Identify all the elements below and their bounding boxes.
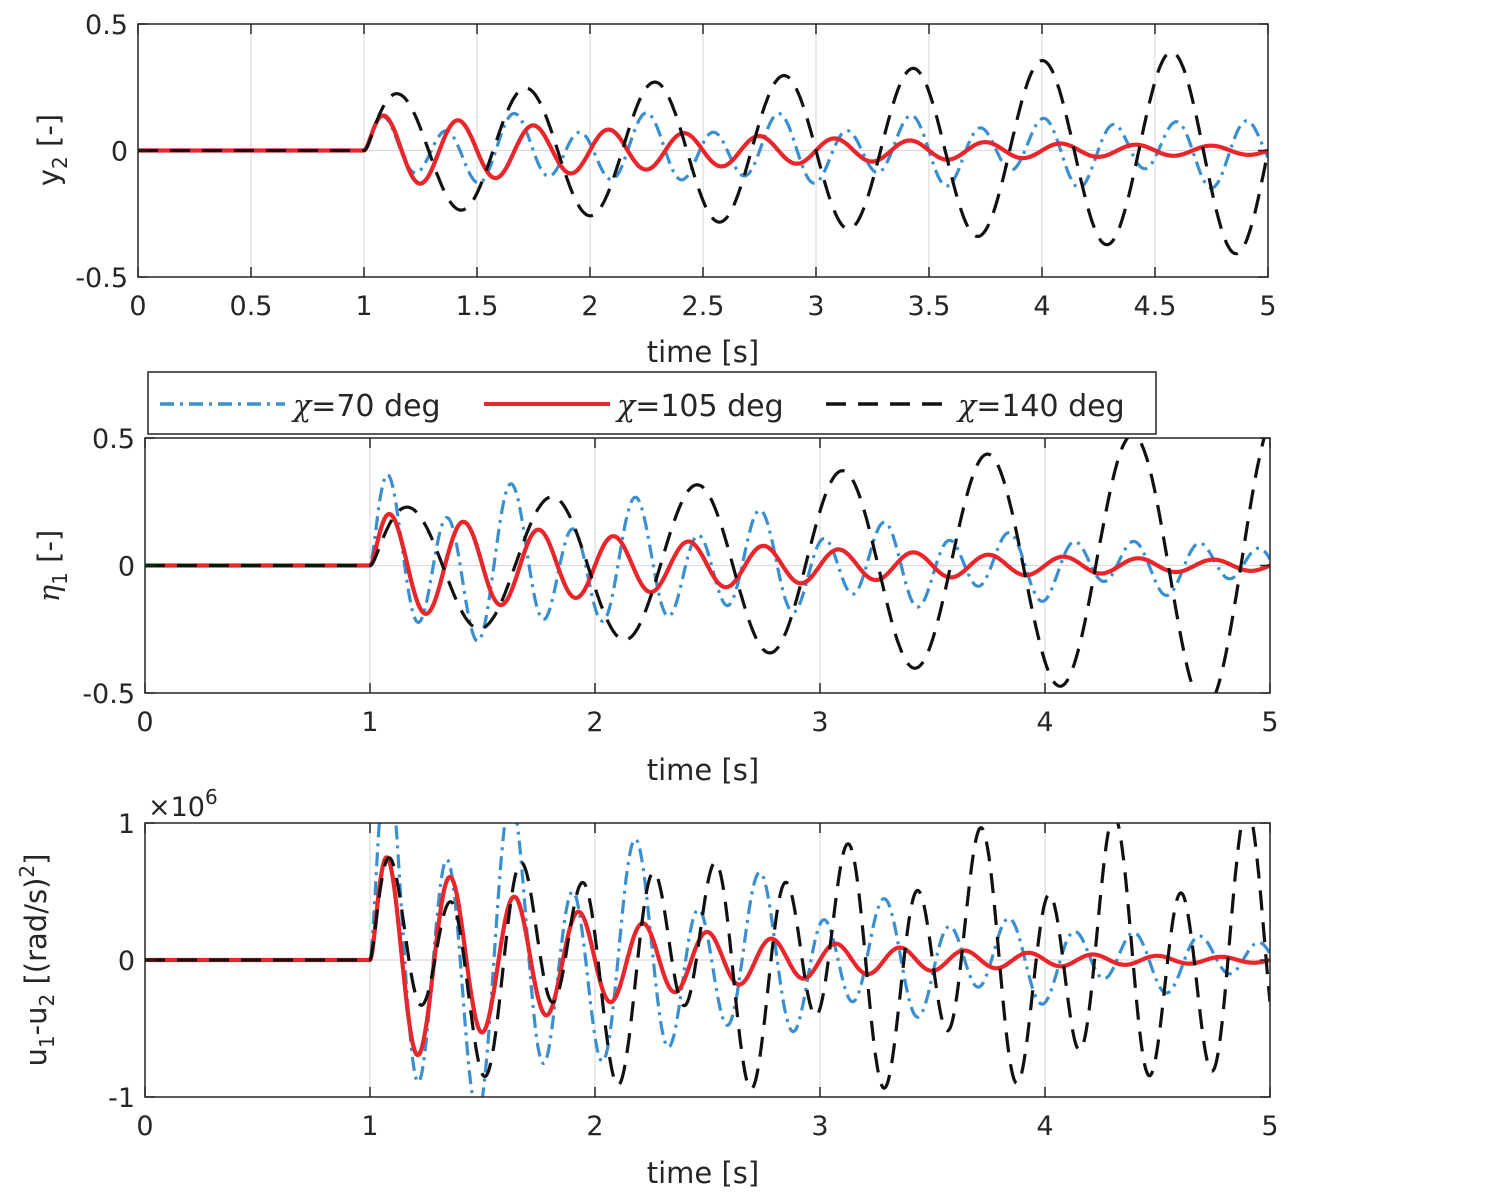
y-label-close-u1u2: ] xyxy=(19,854,53,865)
panel-eta1: 0 1 2 3 4 5-0.500.5 time [s] η1 [-] xyxy=(32,424,1279,787)
x-tick-label: 1 xyxy=(361,707,378,738)
y-tick-label: 0 xyxy=(118,552,135,583)
y-label-main-y2: y xyxy=(32,169,66,186)
y-label-sub-u1u2: 1 xyxy=(35,1035,59,1048)
legend-chi-symbol-105: χ xyxy=(615,389,637,424)
legend: χ=70 deg χ=105 deg χ=140 deg xyxy=(147,371,1157,435)
legend-box xyxy=(147,371,1157,435)
series-line-u1u2-2 xyxy=(145,823,1270,1091)
y-label-rest-y2: [-] xyxy=(32,114,66,156)
x-tick-label: 5 xyxy=(1261,1111,1278,1142)
y-tick-label: 0 xyxy=(118,946,135,977)
ticks-eta1: 0 1 2 3 4 5-0.500.5 xyxy=(82,424,1278,738)
y-label-unit-u1u2: [(rad/s) xyxy=(19,878,53,994)
x-axis-label-y2: time [s] xyxy=(647,335,759,369)
x-tick-label: 1 xyxy=(361,1111,378,1142)
x-tick-label: 3.5 xyxy=(908,291,951,322)
y-label-sub-y2: 2 xyxy=(48,156,72,169)
x-tick-label: 2.5 xyxy=(682,291,725,322)
series-line-eta1-1 xyxy=(145,511,1270,616)
x-axis-label-u1u2: time [s] xyxy=(647,1156,759,1190)
x-tick-label: 2 xyxy=(586,1111,603,1142)
y-label-sub-eta1: 1 xyxy=(48,572,72,585)
series-line-u1u2-0 xyxy=(145,823,1270,1097)
series-line-eta1-0 xyxy=(145,473,1270,643)
y-tick-label: 1 xyxy=(118,809,135,840)
x-tick-label: 4 xyxy=(1036,707,1053,738)
x-tick-label: 0 xyxy=(129,291,146,322)
series-group-u1u2 xyxy=(145,823,1270,1097)
x-tick-label: 1.5 xyxy=(456,291,499,322)
x-tick-label: 4 xyxy=(1036,1111,1053,1142)
series-group-eta1 xyxy=(145,438,1270,693)
x-tick-label: 3 xyxy=(811,1111,828,1142)
legend-label-chi105: χ=105 deg xyxy=(615,389,784,424)
series-group-y2 xyxy=(138,50,1268,256)
series-line-y2-2 xyxy=(138,50,1268,256)
x-axis-label-eta1: time [s] xyxy=(647,753,759,787)
x-tick-label: 2 xyxy=(581,291,598,322)
y-label-rest-u1u2: -u xyxy=(19,1006,53,1035)
y-tick-label: 0.5 xyxy=(92,424,135,455)
y-tick-label: -1 xyxy=(108,1083,135,1114)
y-tick-label: 0.5 xyxy=(85,10,128,41)
legend-chi-symbol-70: χ xyxy=(291,389,313,424)
legend-text-140: =140 deg xyxy=(976,389,1124,424)
panel-y2: 0 0.5 1 1.5 2 2.5 3 3.5 4 4.5 5-0.500.5 time [s] y… xyxy=(32,10,1277,369)
x-tick-label: 3 xyxy=(811,707,828,738)
x-tick-label: 0.5 xyxy=(230,291,273,322)
y-label-main-eta1: η xyxy=(32,584,66,602)
exponent-power: 6 xyxy=(205,785,218,809)
y-label-rest-eta1: [-] xyxy=(32,530,66,572)
legend-text-70: =70 deg xyxy=(311,389,440,424)
y-tick-label: 0 xyxy=(111,137,128,168)
x-tick-label: 3 xyxy=(807,291,824,322)
x-tick-label: 5 xyxy=(1259,291,1276,322)
x-tick-label: 4.5 xyxy=(1134,291,1177,322)
series-line-u1u2-1 xyxy=(145,855,1270,1058)
y-tick-label: -0.5 xyxy=(75,263,128,294)
legend-label-chi70: χ=70 deg xyxy=(291,389,441,424)
legend-text-105: =105 deg xyxy=(635,389,783,424)
x-tick-label: 0 xyxy=(136,1111,153,1142)
x-tick-label: 1 xyxy=(355,291,372,322)
y-label-sub2-u1u2: 2 xyxy=(35,994,59,1007)
y-label-sup-u1u2: 2 xyxy=(15,865,39,878)
legend-label-chi140: χ=140 deg xyxy=(956,389,1125,424)
ticks-u1u2: 0 1 2 3 4 5-101 xyxy=(108,809,1279,1142)
x-tick-label: 2 xyxy=(586,707,603,738)
series-line-y2-0 xyxy=(138,111,1268,190)
y-label-main-u1u2: u xyxy=(19,1048,53,1066)
series-line-eta1-2 xyxy=(145,438,1266,693)
x-tick-label: 5 xyxy=(1261,707,1278,738)
x-tick-label: 4 xyxy=(1033,291,1050,322)
exponent-base: ×10 xyxy=(148,792,205,823)
series-line-y2-1 xyxy=(138,113,1268,186)
y-axis-label-y2: y2 [-] xyxy=(32,114,72,186)
y-axis-label-eta1: η1 [-] xyxy=(32,530,72,602)
exponent-label-u1u2: ×106 xyxy=(148,785,218,823)
ticks-y2: 0 0.5 1 1.5 2 2.5 3 3.5 4 4.5 5-0.500.5 xyxy=(75,10,1276,322)
legend-chi-symbol-140: χ xyxy=(956,389,978,424)
panel-u1u2: 0 1 2 3 4 5-101 ×106 time [s] u1-u2 [(rad/s)2… xyxy=(15,785,1279,1190)
x-tick-label: 0 xyxy=(136,707,153,738)
y-tick-label: -0.5 xyxy=(82,679,135,710)
y-axis-label-u1u2: u1-u2 [(rad/s)2] xyxy=(15,854,59,1067)
